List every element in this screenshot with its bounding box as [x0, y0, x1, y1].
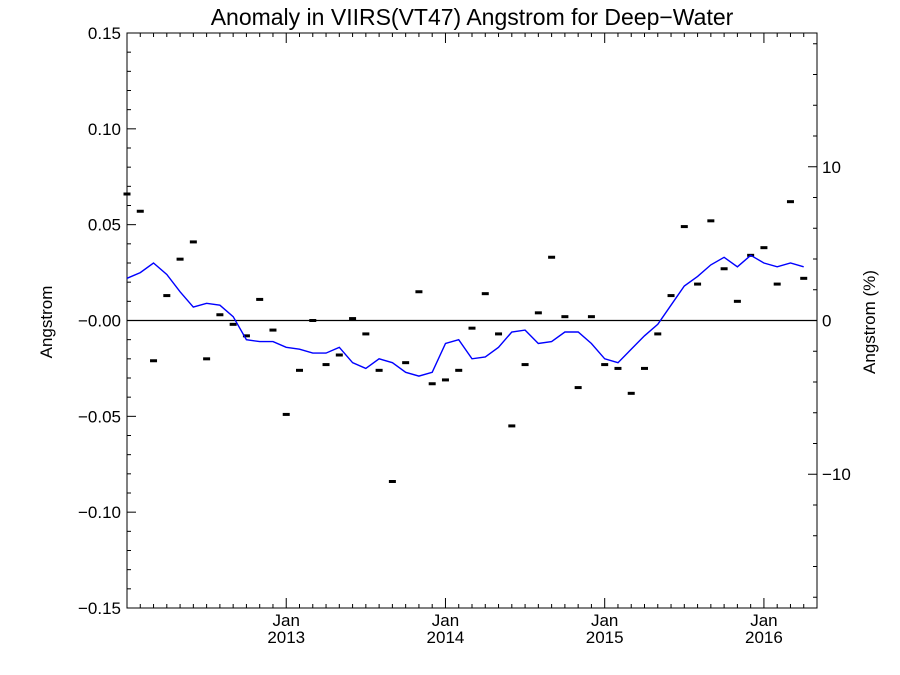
anomaly-marker: [641, 366, 648, 370]
x-tick-label-year: 2015: [586, 628, 624, 647]
anomaly-marker: [415, 290, 423, 294]
anomaly-marker: [733, 299, 741, 303]
anomaly-marker: [468, 326, 476, 330]
anomaly-marker: [495, 332, 503, 336]
anomaly-marker: [428, 382, 436, 386]
anomaly-marker: [388, 480, 396, 483]
x-tick-label-month: Jan: [432, 611, 459, 630]
anomaly-marker: [614, 366, 622, 370]
anomaly-marker: [548, 255, 556, 259]
anomaly-marker: [561, 315, 569, 319]
y2-tick-label: 10: [822, 158, 841, 177]
anomaly-marker: [707, 219, 715, 223]
y-tick-label: 0.05: [88, 216, 121, 235]
anomaly-marker: [800, 276, 808, 280]
anomaly-marker: [667, 294, 675, 298]
y2-tick-label: −10: [822, 465, 851, 484]
x-tick-label-year: 2013: [267, 628, 305, 647]
anomaly-marker: [229, 322, 237, 326]
running-mean-line: [126, 254, 804, 377]
anomaly-marker: [627, 391, 635, 395]
plot-area: 0.15 0.10 0.05 −0.00 −0.05 −0.10 −0.15 10 0 −10 Ja…: [78, 24, 851, 647]
anomaly-marker: [322, 363, 330, 367]
anomaly-marker: [680, 225, 688, 229]
anomaly-marker: [481, 292, 489, 296]
x-tick-label-month: Jan: [273, 611, 300, 630]
anomaly-marker: [362, 332, 370, 336]
y-tick-label: −0.10: [78, 503, 121, 522]
y-tick-label: −0.05: [78, 407, 121, 426]
anomaly-marker: [654, 332, 662, 336]
y-tick-label: −0.00: [78, 312, 121, 331]
anomaly-marker: [335, 353, 343, 357]
anomaly-marker: [216, 313, 224, 317]
anomaly-marker: [786, 200, 794, 204]
x-tick-label-year: 2016: [745, 628, 783, 647]
anomaly-marker: [455, 368, 463, 372]
anomaly-marker: [269, 328, 277, 332]
anomaly-marker: [720, 267, 728, 271]
anomaly-marker: [508, 424, 516, 428]
anomaly-marker: [587, 315, 595, 319]
anomaly-marker: [176, 257, 184, 261]
y-tick-label: 0.10: [88, 120, 121, 139]
anomaly-marker: [574, 386, 582, 390]
anomaly-marker: [296, 368, 303, 372]
anomaly-marker: [203, 357, 211, 361]
anomaly-marker: [375, 368, 383, 372]
anomaly-marker: [150, 359, 158, 363]
anomaly-marker: [123, 192, 131, 196]
anomaly-marker: [163, 294, 171, 298]
anomaly-marker: [760, 246, 768, 250]
anomaly-marker: [534, 311, 542, 315]
chart-title: Anomaly in VIIRS(VT47) Angstrom for Deep…: [211, 4, 734, 30]
y-tick-label: 0.15: [88, 24, 121, 43]
anomaly-marker: [601, 363, 609, 367]
y-axis-label-left: Angstrom: [37, 286, 56, 359]
anomaly-marker: [309, 319, 317, 322]
anomaly-marker: [773, 282, 781, 286]
anomaly-marker: [694, 282, 702, 286]
anomaly-marker: [282, 412, 290, 416]
anomaly-marker: [349, 317, 357, 321]
anomaly-marker: [521, 363, 529, 367]
y-axis-label-right: Angstrom (%): [860, 270, 879, 374]
anomaly-marker: [256, 297, 264, 301]
x-tick-label-month: Jan: [750, 611, 777, 630]
anomaly-marker: [136, 209, 144, 213]
anomaly-marker: [189, 240, 197, 244]
x-tick-label-year: 2014: [427, 628, 465, 647]
y-tick-label: −0.15: [78, 599, 121, 618]
x-tick-label-month: Jan: [591, 611, 618, 630]
anomaly-marker: [441, 378, 449, 382]
anomaly-marker: [402, 361, 410, 365]
anomaly-marker: [242, 334, 250, 338]
y2-tick-label: 0: [822, 312, 831, 331]
